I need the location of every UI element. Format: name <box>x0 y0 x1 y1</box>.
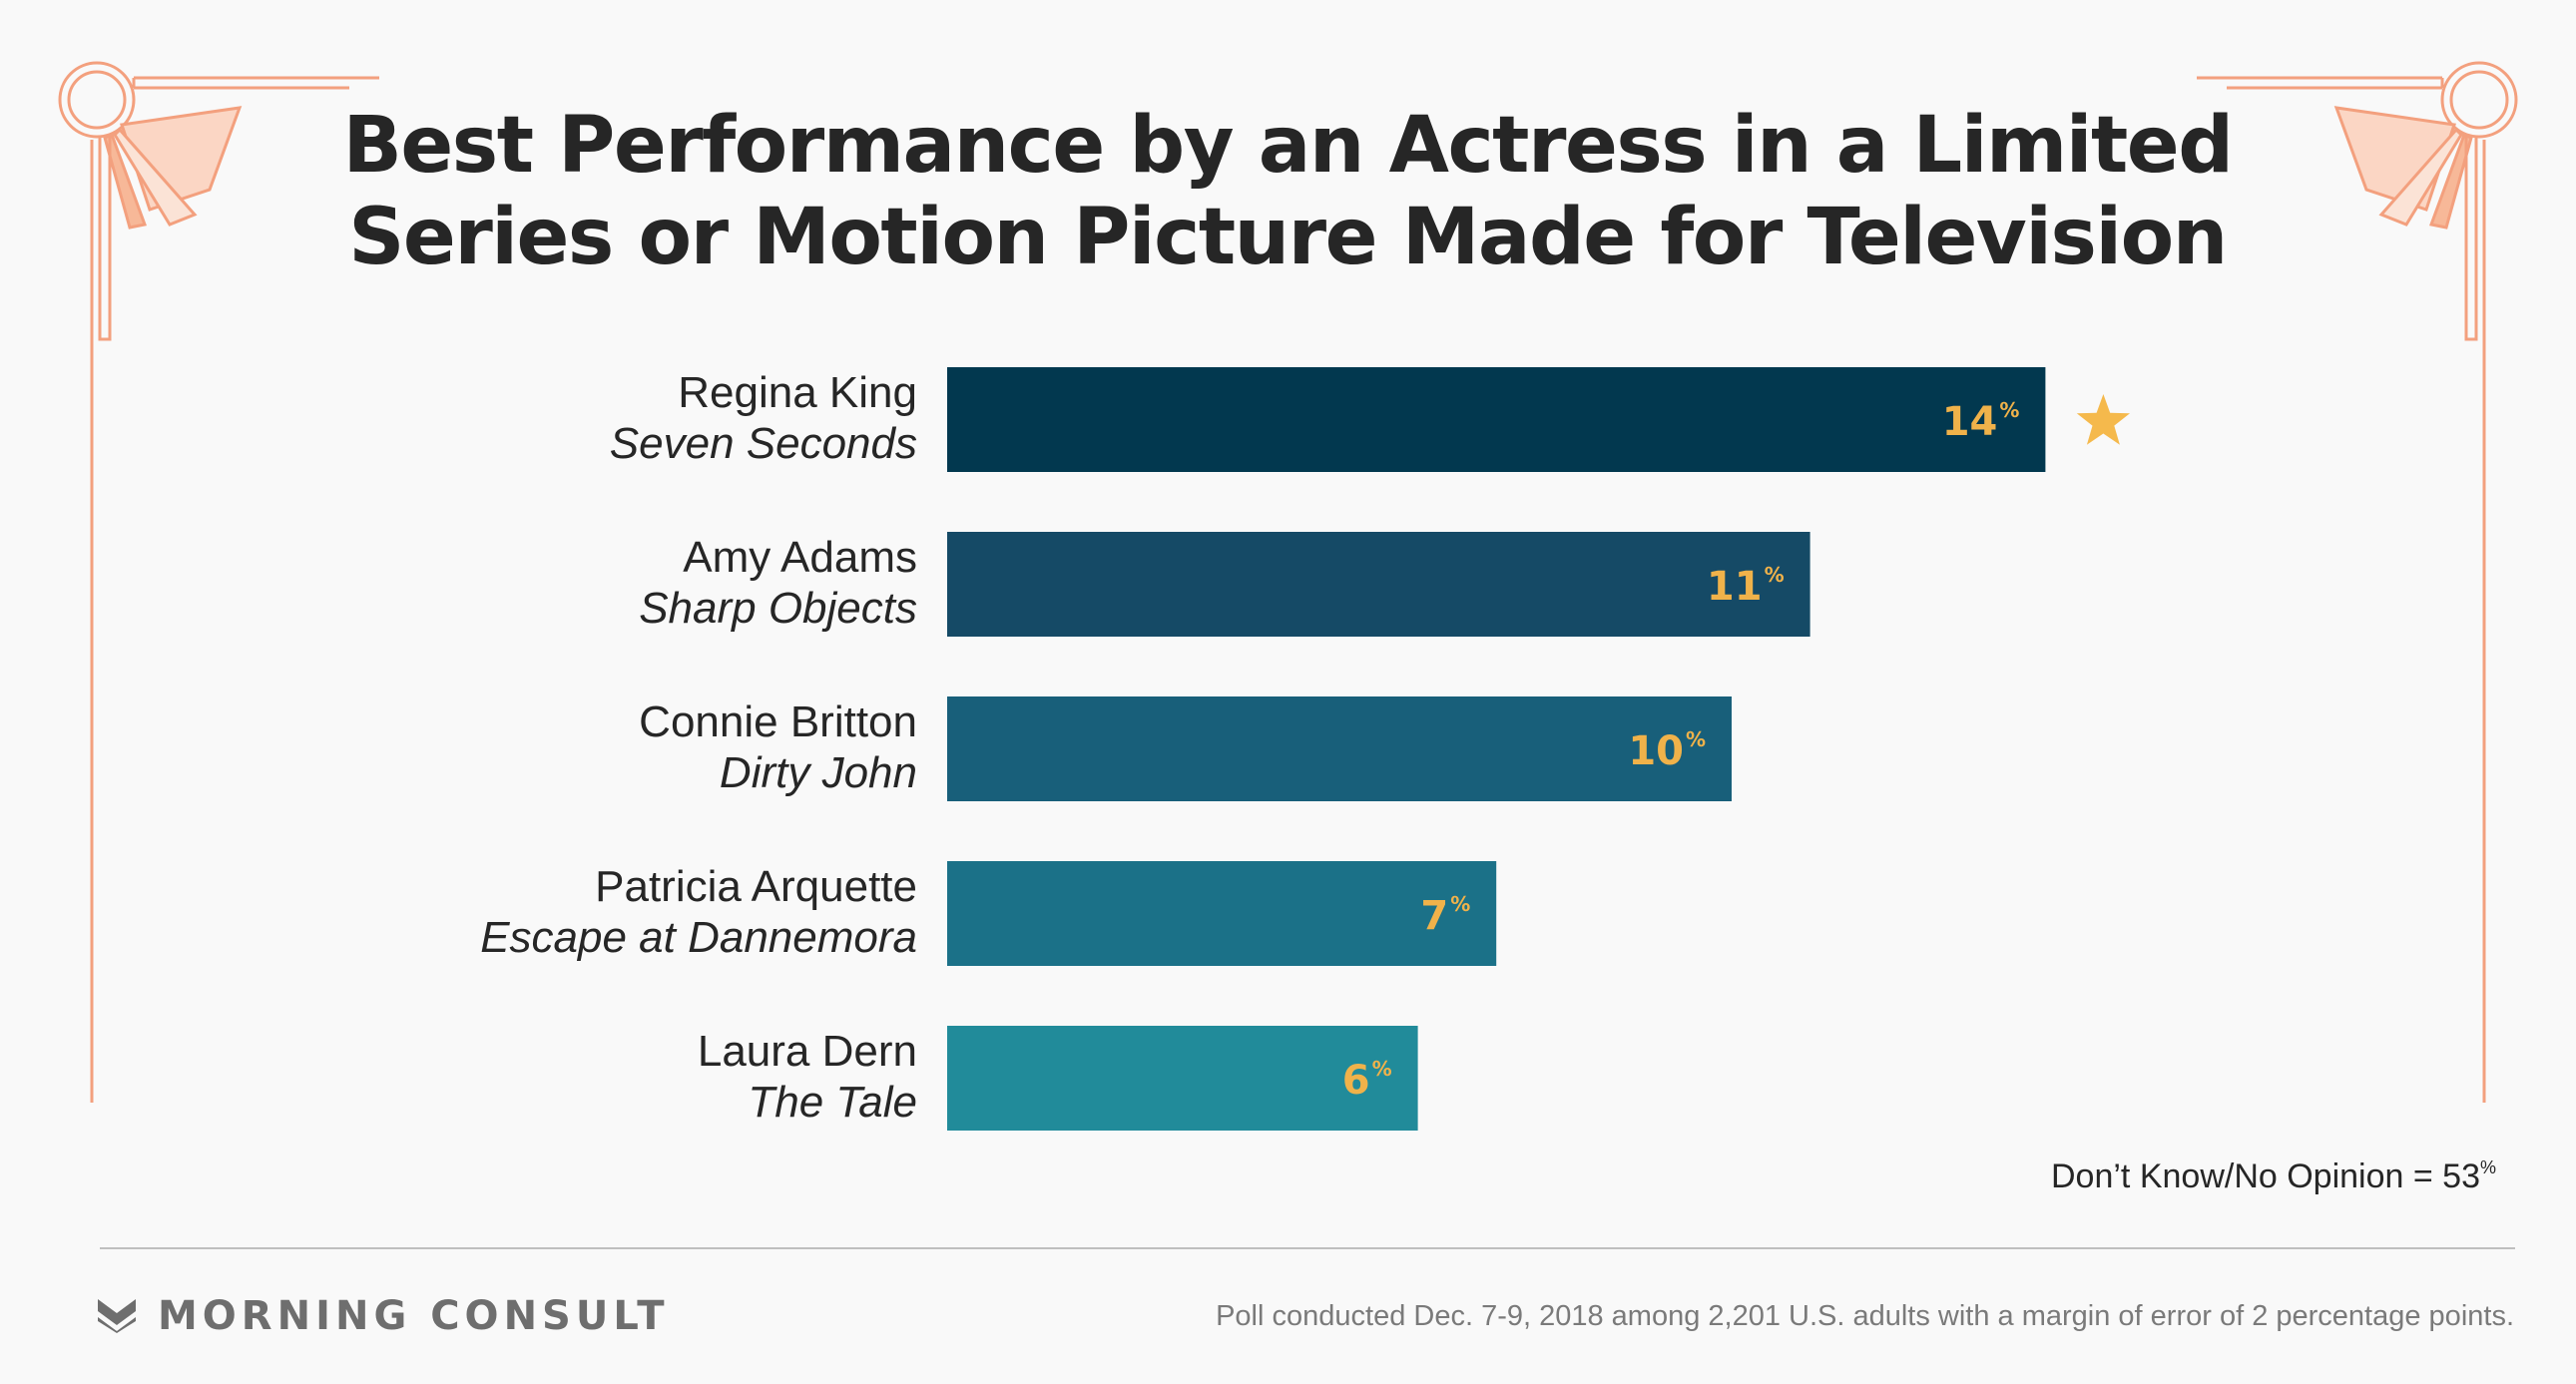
category-label: Connie Britton <box>639 697 917 746</box>
chart-title-line-2: Series or Motion Picture Made for Televi… <box>348 193 2228 282</box>
chart-title: Best Performance by an Actress in a Limi… <box>299 100 2276 283</box>
brand-logo: MORNING CONSULT <box>98 1293 669 1339</box>
data-label-suffix: % <box>1999 398 2019 422</box>
no-opinion-label: Don’t Know/No Opinion = 53 <box>2051 1157 2480 1195</box>
bar <box>947 696 1732 801</box>
category-sublabel: Dirty John <box>720 748 917 797</box>
data-label: 7 <box>1420 893 1448 939</box>
star-icon <box>2076 394 2130 445</box>
data-label-suffix: % <box>1372 1057 1392 1081</box>
data-label-suffix: % <box>1765 563 1785 587</box>
corner-ornament-right <box>2197 61 2518 1103</box>
corner-ornament-left <box>58 61 379 1103</box>
category-sublabel: The Tale <box>748 1078 917 1127</box>
category-label: Laura Dern <box>698 1027 917 1076</box>
brand-name: MORNING CONSULT <box>158 1293 670 1339</box>
no-opinion-suffix: % <box>2479 1157 2496 1177</box>
source-note: Poll conducted Dec. 7-9, 2018 among 2,20… <box>1216 1300 2514 1332</box>
category-sublabel: Seven Seconds <box>610 419 917 468</box>
bar <box>947 861 1497 966</box>
category-label: Patricia Arquette <box>595 862 917 911</box>
chart-title-line-1: Best Performance by an Actress in a Limi… <box>342 101 2234 191</box>
data-label: 11 <box>1707 564 1763 610</box>
category-label: Amy Adams <box>683 533 917 582</box>
bar <box>947 1026 1418 1131</box>
data-label: 14 <box>1942 399 1998 445</box>
data-label-suffix: % <box>1686 727 1706 751</box>
data-label: 10 <box>1628 728 1684 774</box>
category-sublabel: Sharp Objects <box>639 584 917 633</box>
no-opinion-note: Don’t Know/No Opinion = 53% <box>2051 1157 2496 1196</box>
bar <box>947 532 1810 637</box>
bar <box>947 367 2046 472</box>
data-label: 6 <box>1342 1058 1370 1104</box>
data-label-suffix: % <box>1450 892 1470 916</box>
category-label: Regina King <box>678 368 917 417</box>
morning-consult-logo-icon <box>98 1299 136 1333</box>
footer-divider <box>100 1247 2515 1249</box>
category-sublabel: Escape at Dannemora <box>480 913 917 962</box>
